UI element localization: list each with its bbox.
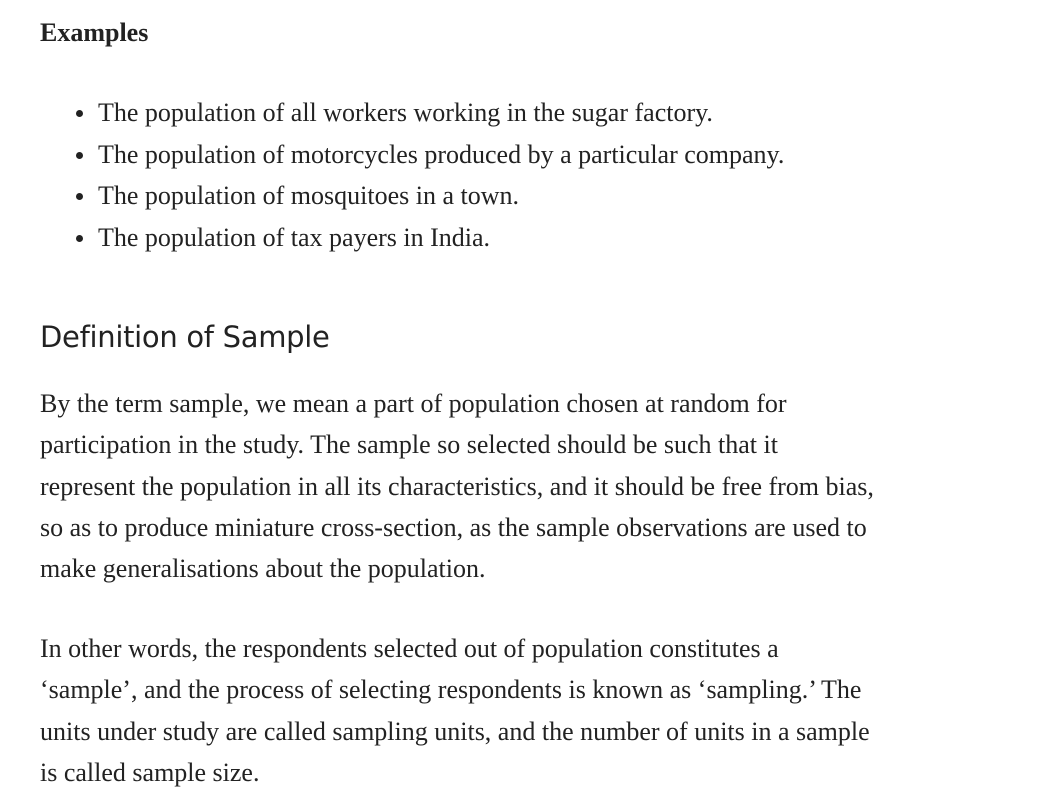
bullet-icon [76, 193, 83, 200]
list-item-text: The population of motorcycles produced b… [98, 139, 785, 169]
list-item: The population of tax payers in India. [40, 217, 784, 259]
paragraph-line: By the term sample, we mean a part of po… [40, 389, 787, 418]
other-words-paragraph: In other words, the respondents selected… [40, 628, 1015, 793]
paragraph-line: participation in the study. The sample s… [40, 430, 778, 460]
definition-paragraph: By the term sample, we mean a part of po… [40, 383, 1015, 589]
list-item-text: The population of tax payers in India. [98, 222, 491, 252]
paragraph-line: In other words, the respondents selected… [40, 634, 779, 663]
bullet-icon [76, 234, 83, 242]
bullet-icon [76, 110, 83, 117]
paragraph-line: units under study are called sampling un… [40, 716, 870, 746]
list-item: The population of all workers working in… [40, 92, 784, 134]
paragraph-line: represent the population in all its char… [40, 471, 874, 501]
paragraph-line: so as to produce miniature cross-section… [40, 512, 867, 542]
bullet-icon [76, 151, 83, 159]
examples-heading: Examples [40, 18, 149, 47]
list-item: The population of mosquitoes in a town. [40, 175, 784, 217]
section-title: Definition of Sample [40, 320, 330, 354]
paragraph-line: make generalisations about the populatio… [40, 554, 486, 584]
examples-list: The population of all workers working in… [40, 92, 784, 258]
paragraph-line: ‘sample’, and the process of selecting r… [40, 675, 862, 705]
list-item-text: The population of all workers working in… [98, 98, 713, 127]
list-item: The population of motorcycles produced b… [40, 134, 784, 176]
paragraph-line: is called sample size. [40, 757, 260, 787]
list-item-text: The population of mosquitoes in a town. [98, 181, 520, 210]
